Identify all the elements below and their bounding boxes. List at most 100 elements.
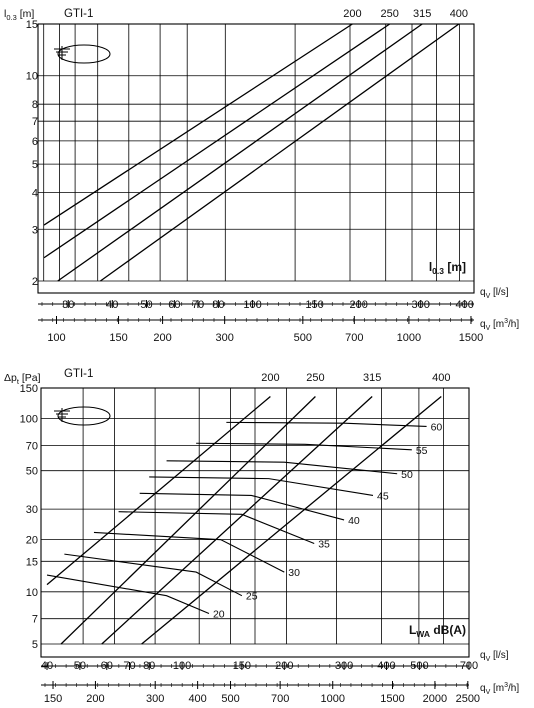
y-axis-label-sub: 0.3 xyxy=(6,13,16,22)
x-tick-label: 2500 xyxy=(456,693,480,705)
x-tick-label: 400 xyxy=(456,299,474,311)
x-tick-label: 200 xyxy=(275,660,293,672)
y-axis-label-unit: [m] xyxy=(17,8,35,20)
x-axis-label-sub: V xyxy=(486,293,491,300)
series-label-250: 250 xyxy=(381,8,399,20)
x-tick-label: 40 xyxy=(106,299,118,311)
x-tick-label: 400 xyxy=(188,693,206,705)
sound-line-35 xyxy=(118,511,315,545)
x-tick-label: 100 xyxy=(47,332,65,344)
x-tick-label: 60 xyxy=(101,660,113,672)
y-tick-label: 10 xyxy=(26,71,38,83)
x-tick-label: 200 xyxy=(349,299,367,311)
x-axis-label-unit: [m xyxy=(490,683,504,694)
diffuser-icon xyxy=(54,44,111,64)
x-tick-label: 1500 xyxy=(380,693,404,705)
series-line-200 xyxy=(43,23,353,226)
sound-line-60 xyxy=(226,421,427,427)
diffuser-icon xyxy=(54,406,111,426)
y-axis-label: l0.3 [m] xyxy=(4,8,34,22)
x-tick-label: 1000 xyxy=(397,332,421,344)
y-tick-label: 70 xyxy=(26,440,38,452)
x-tick-label: 1000 xyxy=(320,693,344,705)
diffuser-icon-throw xyxy=(57,406,111,426)
x-axis-label-unit-sup: 3 xyxy=(504,682,508,689)
x-axis-label-unit-post: /h] xyxy=(508,683,519,694)
sound-line-40 xyxy=(139,492,345,521)
legend-label-base: l xyxy=(429,260,432,274)
legend-label-sub: WA xyxy=(416,629,430,639)
x-axis-label-unit-post: /h] xyxy=(508,319,519,330)
y-tick-label: 7 xyxy=(32,116,38,128)
y-tick-label: 15 xyxy=(26,19,38,31)
sound-line-50 xyxy=(166,460,398,475)
x-axis-label: qV [m3/h] xyxy=(480,318,519,332)
y-tick-label: 5 xyxy=(32,639,38,651)
sound-line-25 xyxy=(64,553,243,597)
y-tick-label: 30 xyxy=(26,504,38,516)
x-axis-label-base: q xyxy=(480,287,486,298)
chart-title: GTI-1 xyxy=(64,368,93,380)
x-tick-label: 50 xyxy=(74,660,86,672)
x-tick-label: 70 xyxy=(192,299,204,311)
x-axis-label: qV [l/s] xyxy=(480,650,509,663)
sound-level-label-35: 35 xyxy=(318,539,330,551)
legend-label: l0.3 [m] xyxy=(429,260,466,276)
y-axis-label-unit: [Pa] xyxy=(19,372,41,384)
chart-title: GTI-1 xyxy=(64,8,93,20)
x-tick-label: 150 xyxy=(44,693,62,705)
y-tick-label: 20 xyxy=(26,535,38,547)
x-tick-label: 150 xyxy=(305,299,323,311)
sound-level-label-30: 30 xyxy=(288,567,300,579)
x-axis-label-sub: V xyxy=(486,325,491,332)
legend-label-base: L xyxy=(409,623,416,637)
x-tick-label: 80 xyxy=(143,660,155,672)
series-label-400: 400 xyxy=(432,372,450,384)
sound-level-label-25: 25 xyxy=(246,591,258,603)
x-axis-label-base: q xyxy=(480,683,486,694)
x-axis-label: qV [l/s] xyxy=(480,287,509,300)
sound-level-label-45: 45 xyxy=(377,490,389,502)
x-tick-label: 2000 xyxy=(423,693,447,705)
y-tick-label: 5 xyxy=(32,159,38,171)
y-tick-label: 8 xyxy=(32,99,38,111)
sound-line-55 xyxy=(196,442,412,451)
x-axis-label-base: q xyxy=(480,319,486,330)
sound-level-label-55: 55 xyxy=(416,445,428,457)
x-tick-label: 300 xyxy=(335,660,353,672)
x-tick-label: 60 xyxy=(168,299,180,311)
x-tick-label: 200 xyxy=(86,693,104,705)
x-tick-label: 700 xyxy=(460,660,478,672)
x-axis-label: qV [m3/h] xyxy=(480,682,519,696)
y-tick-label: 10 xyxy=(26,587,38,599)
x-tick-label: 300 xyxy=(146,693,164,705)
y-tick-label: 7 xyxy=(32,614,38,626)
y-tick-label: 15 xyxy=(26,556,38,568)
y-tick-label: 50 xyxy=(26,466,38,478)
x-tick-label: 700 xyxy=(271,693,289,705)
x-axis-label-unit: [l/s] xyxy=(490,650,509,661)
x-tick-label: 50 xyxy=(140,299,152,311)
y-tick-label: 3 xyxy=(32,224,38,236)
series-label-250: 250 xyxy=(306,372,324,384)
series-line-400 xyxy=(141,395,442,645)
x-tick-label: 500 xyxy=(221,693,239,705)
y-axis-label-sub: t xyxy=(17,377,20,386)
series-line-250 xyxy=(43,23,391,259)
y-axis-label-base: Δp xyxy=(4,372,17,384)
y-axis-label: Δpt [Pa] xyxy=(4,372,41,386)
sound-level-label-20: 20 xyxy=(213,608,225,620)
legend-label-sub: 0.3 xyxy=(432,266,444,276)
series-line-400 xyxy=(99,23,460,282)
y-tick-label: 2 xyxy=(32,276,38,288)
x-tick-label: 1500 xyxy=(459,332,483,344)
plot-frame xyxy=(37,23,475,294)
y-tick-label: 100 xyxy=(20,414,38,426)
x-tick-label: 300 xyxy=(412,299,430,311)
x-tick-label: 150 xyxy=(233,660,251,672)
x-axis-label-sub: V xyxy=(486,656,491,663)
sound-line-30 xyxy=(93,531,285,573)
